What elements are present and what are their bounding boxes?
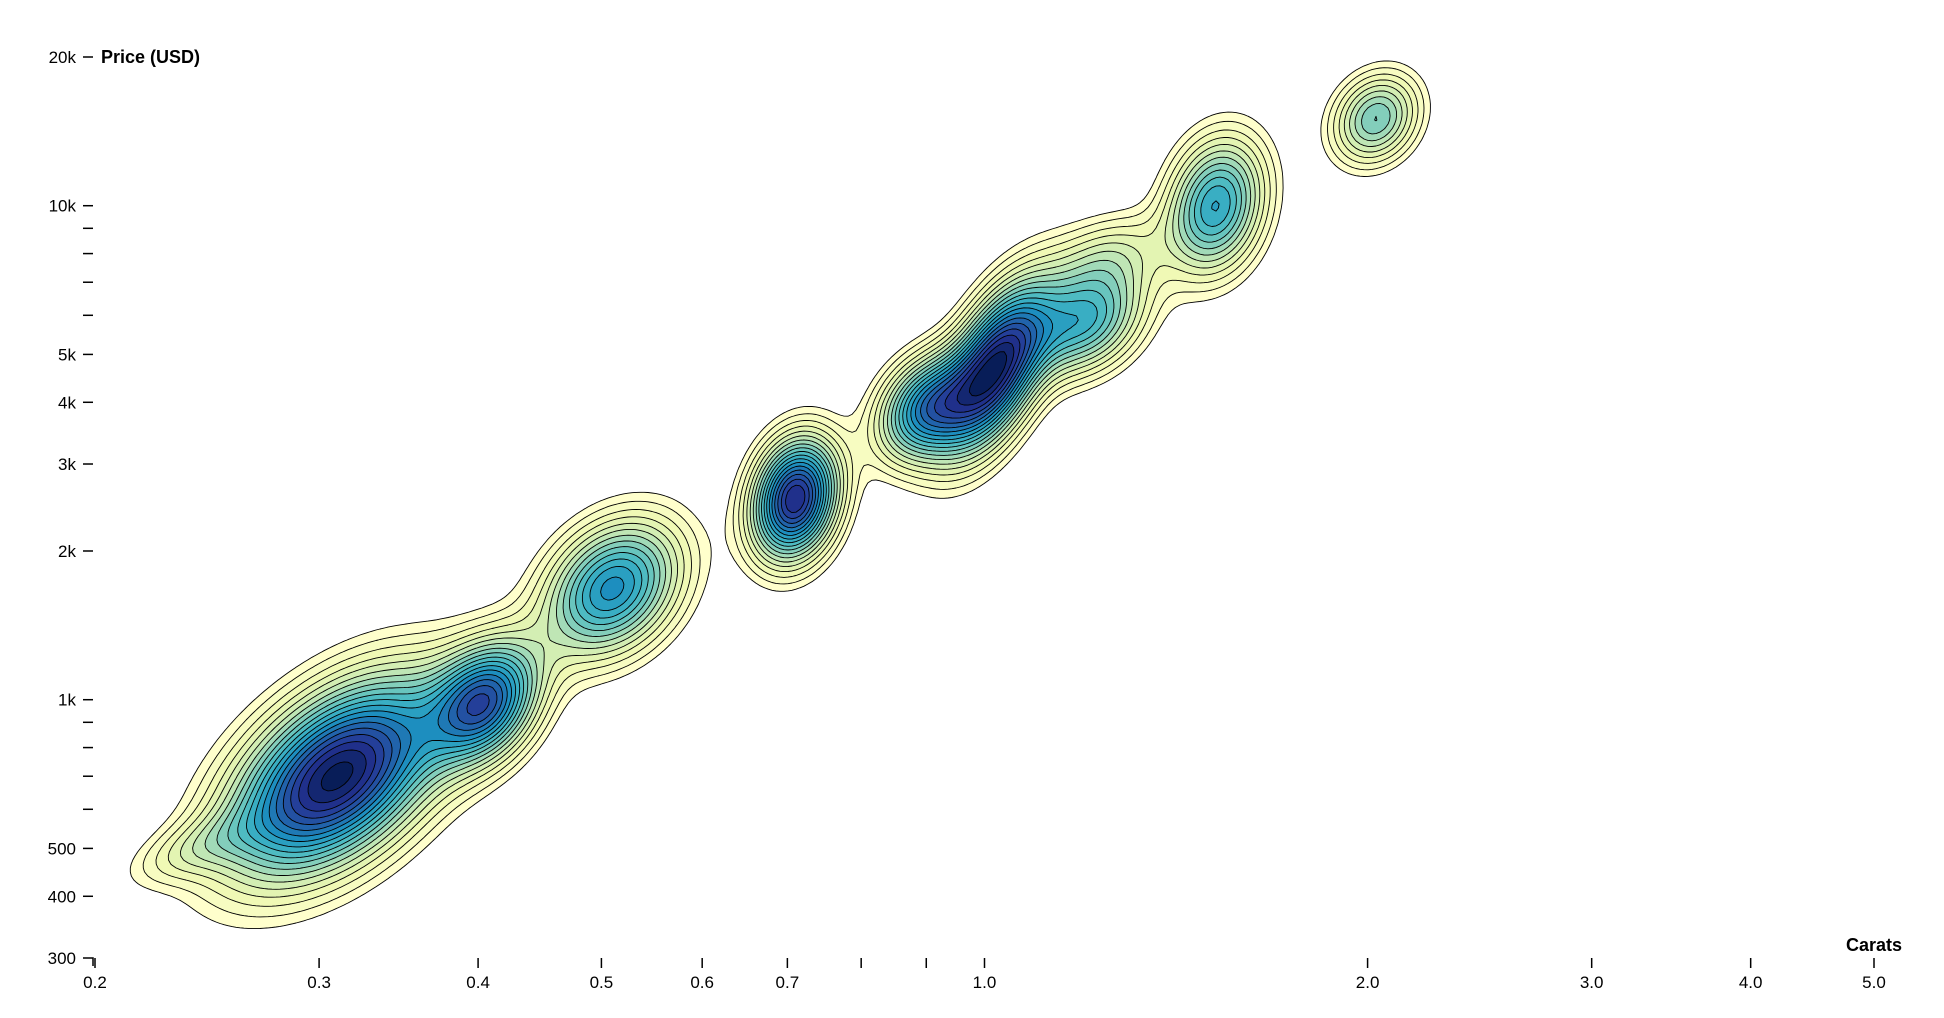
x-tick-0.2: 0.2 — [83, 958, 107, 992]
x-tick-0.6: 0.6 — [690, 958, 714, 992]
x-axis-title: Carats — [1846, 935, 1902, 955]
contour-band-18 — [307, 341, 1015, 804]
x-tick-label: 2.0 — [1356, 973, 1380, 992]
y-tick-label: 20k — [49, 48, 77, 67]
y-tick-label: 5k — [58, 345, 76, 364]
x-tick-2.0: 2.0 — [1356, 958, 1380, 992]
y-axis-title: Price (USD) — [101, 47, 200, 67]
x-axis-ticks: 0.2 0.3 0.4 0.5 0.6 0.7 1.0 2.0 3.0 4.0 5.0 — [83, 958, 1886, 992]
x-tick-label: 5.0 — [1862, 973, 1886, 992]
y-tick-label: 500 — [48, 839, 76, 858]
contour-band-17 — [298, 334, 1021, 812]
x-tick-0.3: 0.3 — [307, 958, 331, 992]
x-tick-label: 0.4 — [466, 973, 490, 992]
y-tick-label: 2k — [58, 542, 76, 561]
x-tick-label: 0.5 — [590, 973, 614, 992]
y-tick-1k: 1k — [58, 691, 93, 710]
y-tick-400: 400 — [48, 887, 93, 906]
x-tick-label: 3.0 — [1580, 973, 1604, 992]
x-axis: 0.2 0.3 0.4 0.5 0.6 0.7 1.0 2.0 3.0 4.0 5.0 Carats — [83, 935, 1902, 992]
y-tick-500: 500 — [48, 839, 93, 858]
x-tick-0.5: 0.5 — [590, 958, 614, 992]
contour-layer — [129, 60, 1431, 930]
x-tick-4.0: 4.0 — [1739, 958, 1763, 992]
contour-band-19 — [320, 351, 1008, 792]
x-tick-label: 1.0 — [973, 973, 997, 992]
y-tick-label: 4k — [58, 393, 76, 412]
y-tick-label: 400 — [48, 887, 76, 906]
y-tick-label: 1k — [58, 691, 76, 710]
y-tick-2k: 2k — [58, 542, 93, 561]
x-tick-1.0: 1.0 — [973, 958, 997, 992]
y-tick-3k: 3k — [58, 455, 93, 474]
y-tick-label: 10k — [49, 197, 77, 216]
y-tick-20k: 20k — [49, 48, 93, 67]
y-axis: 300 400 500 1k 2k 3k 4k 5k 10k 20k Price (USD) — [48, 47, 200, 968]
x-tick-label: 0.3 — [307, 973, 331, 992]
contour-band-15 — [282, 322, 1032, 825]
y-tick-label: 300 — [48, 949, 76, 968]
x-tick-label: 4.0 — [1739, 973, 1763, 992]
x-tick-3.0: 3.0 — [1580, 958, 1604, 992]
y-tick-5k: 5k — [58, 345, 93, 364]
x-tick-label: 0.7 — [776, 973, 800, 992]
x-tick-0.7: 0.7 — [776, 958, 800, 992]
y-tick-10k: 10k — [49, 197, 93, 216]
y-tick-label: 3k — [58, 455, 76, 474]
y-tick-4k: 4k — [58, 393, 93, 412]
x-tick-label: 0.2 — [83, 973, 107, 992]
x-tick-5.0: 5.0 — [1862, 958, 1886, 992]
x-tick-0.4: 0.4 — [466, 958, 490, 992]
x-tick-label: 0.6 — [690, 973, 714, 992]
y-tick-300: 300 — [48, 949, 94, 968]
y-axis-ticks: 300 400 500 1k 2k 3k 4k 5k 10k 20k — [48, 48, 94, 968]
